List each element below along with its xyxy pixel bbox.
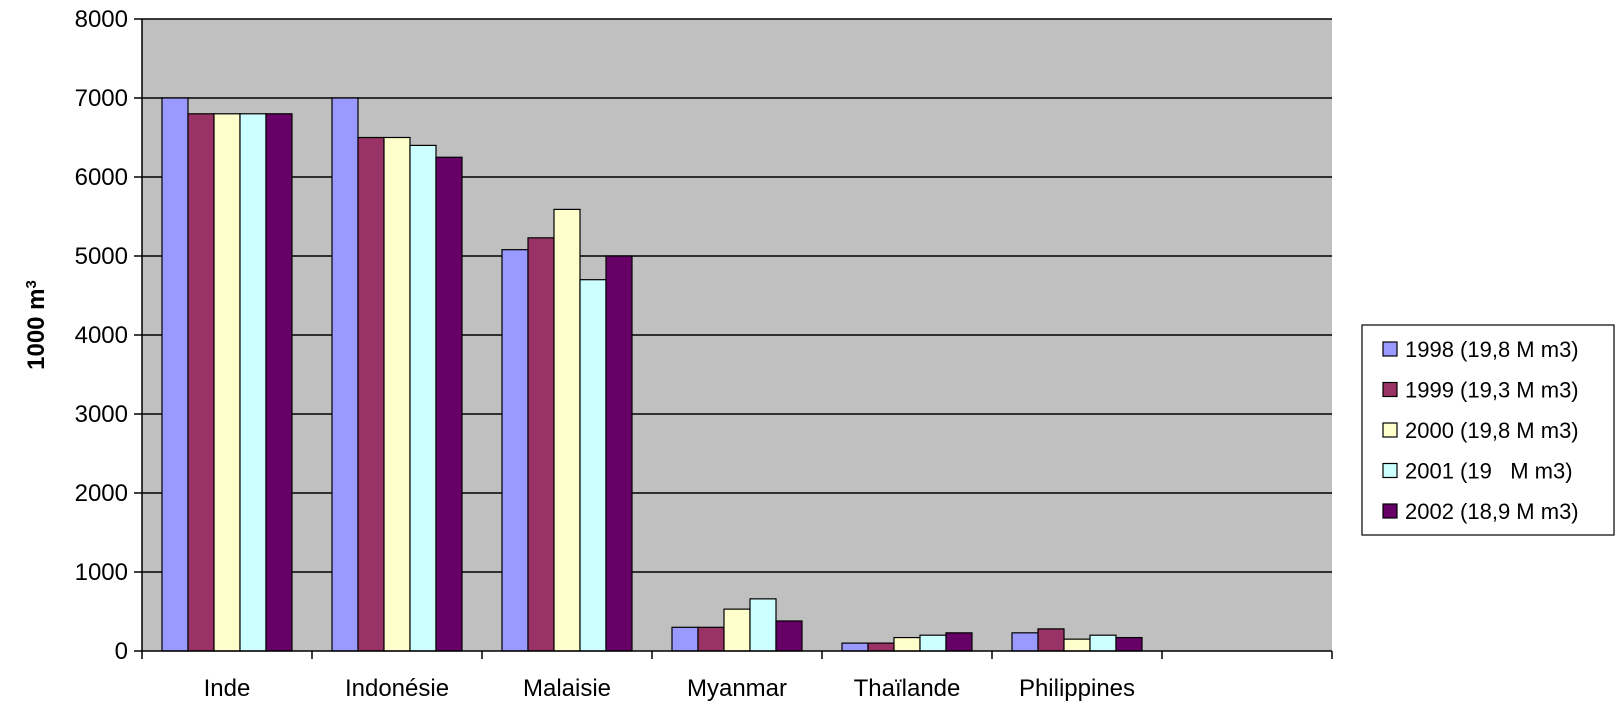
y-tick-label: 3000 [75,401,128,428]
bar [671,626,699,652]
bar [213,113,241,652]
bar [1011,632,1039,652]
legend: 1998 (19,8 M m3) 1999 (19,3 M m3) 2000 (19… [1361,324,1615,536]
bar [553,208,581,652]
x-category-label: Malaisie [523,675,611,702]
bar [867,642,895,652]
y-tick-label: 8000 [75,6,128,33]
bar [527,237,555,652]
legend-label: 1999 (19,3 M m3) [1405,378,1579,403]
bar [239,113,267,652]
y-axis-label: 1000 m3 [23,280,51,370]
legend-label: 2002 (18,9 M m3) [1405,499,1579,524]
legend-swatch [1382,503,1398,519]
y-axis-label-text: 1000 m [23,288,50,369]
y-tick-label: 5000 [75,243,128,270]
legend-swatch [1382,341,1398,357]
bar [357,136,385,652]
bars [161,97,1143,652]
legend-swatch [1382,381,1398,398]
bar [775,620,803,652]
bar [1115,636,1143,652]
bar [723,608,751,652]
bar [409,144,437,652]
x-category-label: Philippines [1019,675,1135,702]
y-tick-label: 7000 [75,85,128,112]
bar [945,632,973,652]
bar [435,156,463,652]
bar [749,598,777,652]
bar [893,636,921,652]
x-category-label: Thaïlande [854,675,961,702]
y-tick-label: 0 [115,638,128,665]
y-axis-ticks: 0 1000 2000 3000 4000 5000 6000 7000 8000 [75,6,142,665]
bar [919,634,947,652]
y-tick-label: 1000 [75,559,128,586]
x-axis-labels: Inde Indonésie Malaisie Myanmar Thaïlande Phi… [204,675,1135,702]
legend-label: 2001 (19 M m3) [1405,459,1573,484]
legend-label: 2000 (19,8 M m3) [1405,418,1579,443]
bar [383,136,411,652]
legend-box [1361,324,1615,536]
bar [1089,634,1117,652]
bar [697,626,725,652]
bar [265,113,293,652]
bar [841,642,869,652]
bar [1037,628,1065,652]
x-category-label: Myanmar [687,675,787,702]
bar [501,249,529,652]
y-axis-label-superscript: 3 [23,280,40,288]
bar [605,255,633,652]
y-tick-label: 2000 [75,480,128,507]
legend-swatch [1382,462,1398,479]
bar [1063,638,1091,652]
x-category-label: Inde [204,675,251,702]
y-tick-label: 4000 [75,322,128,349]
legend-swatch [1382,422,1398,438]
bar [187,113,215,652]
legend-label: 1998 (19,8 M m3) [1405,337,1579,362]
bar [161,97,189,652]
bar [579,279,607,652]
bar [331,97,359,652]
x-category-label: Indonésie [345,675,449,702]
y-tick-label: 6000 [75,164,128,191]
